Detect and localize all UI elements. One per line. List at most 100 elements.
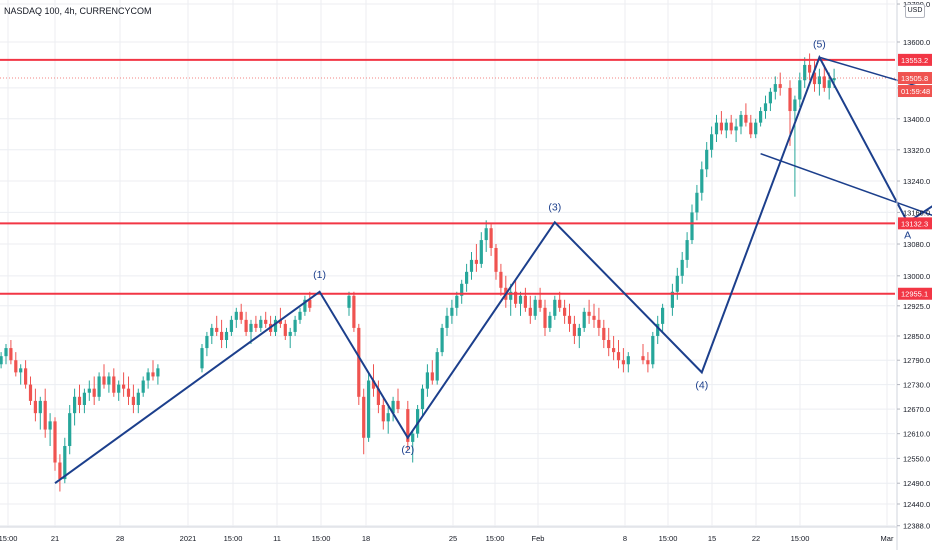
candle-body <box>656 323 660 336</box>
candle-body <box>827 80 831 88</box>
wave-path <box>54 54 932 485</box>
time-tick-label: 15:00 <box>224 534 243 543</box>
candle-body <box>357 327 361 397</box>
candle-body <box>572 323 576 336</box>
candle-body <box>87 388 91 393</box>
candle-body <box>151 372 155 377</box>
candle-body <box>538 299 542 308</box>
candle-body <box>264 319 268 324</box>
time-tick-label: 28 <box>116 534 124 543</box>
candle-body <box>38 400 42 414</box>
candle-body <box>680 259 684 276</box>
candle-body <box>514 291 518 304</box>
time-tick-label: 22 <box>752 534 760 543</box>
grid <box>0 0 895 527</box>
candle-body <box>273 319 278 332</box>
candle-body <box>126 388 131 397</box>
price-tag <box>898 72 932 85</box>
time-tick-label: 15:00 <box>791 534 810 543</box>
candle-body <box>705 149 709 170</box>
price-tick-label: 12670.0 <box>903 405 930 414</box>
candle-body <box>58 462 62 480</box>
price-tag <box>898 53 932 66</box>
candle-body <box>719 122 723 131</box>
candle-body <box>73 396 77 414</box>
wave-label: (4) <box>695 379 708 391</box>
candle-body <box>386 413 390 422</box>
candle-body <box>425 372 429 389</box>
price-tag-label: 13553.2 <box>901 56 928 65</box>
candle-body <box>362 396 366 438</box>
price-tick-label: 12388.0 <box>903 522 930 531</box>
price-axis[interactable]: 13700.013600.013480.013400.013320.013240… <box>896 0 930 550</box>
candle-body <box>714 122 719 135</box>
time-tick-label: Mar <box>881 534 894 543</box>
candle-body <box>602 327 606 340</box>
candle-body <box>509 291 513 300</box>
candle-body <box>700 169 704 193</box>
channel-line <box>819 56 932 92</box>
currency-button[interactable]: USD <box>905 4 925 18</box>
candle-body <box>759 111 763 123</box>
price-tag-label: 13132.3 <box>901 219 928 228</box>
candle-body <box>489 228 493 248</box>
candle-body <box>499 271 503 288</box>
price-tick-label: 12490.0 <box>903 479 930 488</box>
candle-body <box>754 122 758 135</box>
candle-body <box>778 84 782 88</box>
candle-body <box>33 400 37 414</box>
candle-body <box>744 114 748 123</box>
price-tag-label: 01:59:48 <box>901 87 930 96</box>
candle-body <box>24 368 28 385</box>
price-tick-label: 12440.0 <box>903 500 930 509</box>
candle-body <box>548 315 552 328</box>
price-tick-label: 12730.0 <box>903 381 930 390</box>
candle-body <box>19 368 23 373</box>
candle-body <box>445 315 449 328</box>
time-axis[interactable]: 15:00 21 28 2021 15:00 11 15:00 18 25 15:00 Feb 8 15… <box>0 526 897 543</box>
candle-body <box>53 421 57 463</box>
channel-lines[interactable] <box>760 56 932 312</box>
price-tick-label: 13080.0 <box>903 240 930 249</box>
candle-body <box>288 331 292 336</box>
time-tick-label: 21 <box>51 534 59 543</box>
time-tick-label: 25 <box>449 534 457 543</box>
wave-label: (2) <box>401 444 414 456</box>
candle-body <box>793 99 797 112</box>
candle-body <box>283 323 287 336</box>
candle-body <box>685 240 689 260</box>
candle-body <box>607 339 611 349</box>
candle-body <box>646 360 650 365</box>
candle-body <box>420 388 425 410</box>
candle-body <box>367 380 371 438</box>
candle-body <box>455 295 459 308</box>
candle-body <box>533 299 537 316</box>
candle-body <box>460 283 464 296</box>
candle-body <box>112 376 116 393</box>
candle-body <box>249 323 253 332</box>
candle-body <box>690 212 694 241</box>
candle-body <box>77 396 82 405</box>
candle-body <box>156 368 160 377</box>
wave-label: A <box>904 229 911 241</box>
candle-body <box>28 384 33 401</box>
horizontal-levels[interactable] <box>0 58 895 295</box>
candle-body <box>308 299 312 308</box>
price-tick-label: 12790.0 <box>903 356 930 365</box>
candle-body <box>808 64 812 73</box>
candle-body <box>215 327 219 332</box>
candle-body <box>0 356 3 365</box>
candle-body <box>494 247 498 272</box>
price-tag-label: 12955.1 <box>901 290 928 299</box>
candle-body <box>430 372 434 381</box>
candle-body <box>381 404 385 422</box>
elliott-wave-drawing[interactable]: (1)(2)(3)(4)(5)ABC <box>54 38 932 485</box>
time-tick-label: 15 <box>708 534 716 543</box>
candle-body <box>92 388 96 397</box>
symbol-title[interactable]: NASDAQ 100, 4h, CURRENCYCOM <box>4 6 152 16</box>
candle-body <box>729 122 733 131</box>
candle-body <box>239 311 243 320</box>
candle-body <box>768 91 772 104</box>
candle-body <box>597 319 601 328</box>
